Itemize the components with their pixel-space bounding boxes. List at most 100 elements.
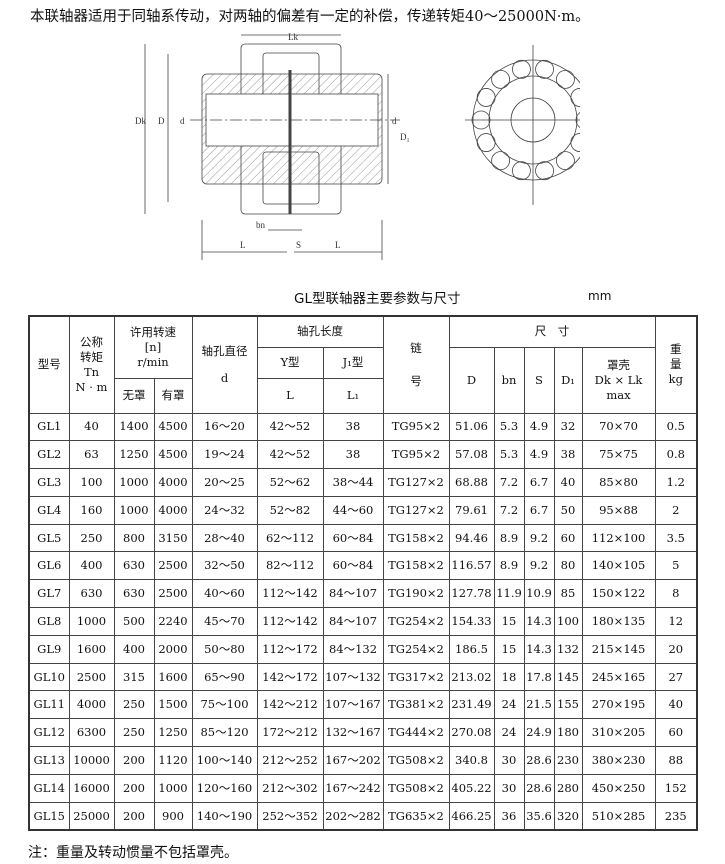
table-cell: 85 — [553, 579, 583, 609]
table-row: GL1 40 1400 4500 16～20 42～52 38 TG95×2 51.06 5.3 4… — [28, 412, 698, 442]
header-weight: 重量 kg — [654, 315, 698, 414]
header-chain: 链号 — [382, 315, 450, 414]
table-cell: 2500 — [153, 551, 193, 581]
table-cell: 120～160 — [191, 773, 258, 803]
table-cell: 20～25 — [191, 468, 258, 497]
table-cell: 16000 — [68, 773, 115, 803]
table-cell: 60 — [553, 523, 583, 553]
table-cell: 630 — [68, 579, 115, 609]
table-cell: 40 — [654, 690, 698, 720]
label-bn: bn — [256, 220, 266, 230]
table-cell: 0.5 — [654, 412, 698, 442]
table-cell: TG635×2 — [382, 801, 450, 831]
table-cell: 142～212 — [256, 690, 324, 720]
table-cell: 155 — [553, 690, 583, 720]
table-cell: 52～62 — [256, 468, 324, 497]
table-cell: 0.8 — [654, 440, 698, 470]
table-cell: 1250 — [113, 440, 155, 470]
table-cell: 6.7 — [523, 495, 555, 525]
table-cell: 310×205 — [581, 718, 656, 748]
header-cover: 罩壳 Dk × Lk max — [581, 346, 656, 414]
table-cell: 800 — [113, 523, 155, 553]
table-cell: 32～50 — [191, 551, 258, 581]
table-cell: 107～167 — [322, 690, 384, 720]
table-cell: TG508×2 — [382, 746, 450, 775]
table-cell: 60 — [654, 718, 698, 748]
table-cell: 60～84 — [322, 551, 384, 581]
coupling-drawing: Lk Dk D d d D₁ bn L S L — [135, 32, 580, 260]
table-cell: 270×195 — [581, 690, 656, 720]
chain-roller — [556, 69, 575, 89]
table-cell: GL5 — [28, 523, 70, 553]
table-cell: TG158×2 — [382, 551, 450, 581]
table-cell: 160 — [68, 495, 115, 525]
table-cell: 212～302 — [256, 773, 324, 803]
table-cell: 212～252 — [256, 746, 324, 775]
table-cell: GL7 — [28, 579, 70, 609]
table-cell: 1600 — [153, 662, 193, 692]
table-cell: 60～84 — [322, 523, 384, 553]
table-cell: TG508×2 — [382, 773, 450, 803]
table-cell: GL10 — [28, 662, 70, 692]
table-cell: 2500 — [68, 662, 115, 692]
table-cell: 85～120 — [191, 718, 258, 748]
table-cell: 5.3 — [493, 412, 525, 442]
table-cell: 75×75 — [581, 440, 656, 470]
table-cell: 8.9 — [493, 551, 525, 581]
table-cell: 380×230 — [581, 746, 656, 775]
table-cell: 2000 — [153, 634, 193, 664]
table-cell: 1.2 — [654, 468, 698, 497]
table-cell: 340.8 — [448, 746, 495, 775]
table-cell: 88 — [654, 746, 698, 775]
table-cell: 630 — [113, 551, 155, 581]
table-cell: 250 — [113, 718, 155, 748]
table-cell: 27 — [654, 662, 698, 692]
table-cell: 40 — [68, 412, 115, 442]
table-cell: 5.3 — [493, 440, 525, 470]
table-cell: 68.88 — [448, 468, 495, 497]
table-cell: 630 — [113, 579, 155, 609]
table-cell: 1000 — [153, 773, 193, 803]
chain-roller — [575, 112, 580, 128]
table-cell: 100 — [553, 607, 583, 636]
table-cell: 1000 — [113, 495, 155, 525]
table-cell: 51.06 — [448, 412, 495, 442]
table-row: GL6 400 630 2500 32～50 82～112 60～84 TG158×2 116.… — [28, 551, 698, 581]
table-cell: TG317×2 — [382, 662, 450, 692]
table-row: GL15 25000 200 900 140～190 252～352 202～282 TG63… — [28, 801, 698, 831]
table-cell: 84～132 — [322, 634, 384, 664]
table-cell: 2240 — [153, 607, 193, 636]
footnote: 注：重量及转动惯量不包括罩壳。 — [28, 845, 238, 861]
table-cell: GL15 — [28, 801, 70, 831]
table-cell: 6300 — [68, 718, 115, 748]
chain-roller — [476, 133, 496, 152]
table-cell: 200 — [113, 801, 155, 831]
table-cell: 250 — [68, 523, 115, 553]
table-cell: 62～112 — [256, 523, 324, 553]
table-cell: 1000 — [68, 607, 115, 636]
table-cell: GL14 — [28, 773, 70, 803]
table-cell: 500 — [113, 607, 155, 636]
table-cell: 24.9 — [523, 718, 555, 748]
table-cell: 6.7 — [523, 468, 555, 497]
table-cell: 28～40 — [191, 523, 258, 553]
table-cell: TG127×2 — [382, 468, 450, 497]
table-cell: 40 — [553, 468, 583, 497]
table-cell: 24 — [493, 690, 525, 720]
table-row: GL4 160 1000 4000 24～32 52～82 44～60 TG127×2 79.6… — [28, 495, 698, 525]
table-cell: 36 — [493, 801, 525, 831]
table-cell: 15 — [493, 607, 525, 636]
chain-roller — [570, 88, 580, 107]
header-D1: D₁ — [553, 346, 583, 414]
table-row: GL7 630 630 2500 40～60 112～142 84～107 TG190×2 12… — [28, 579, 698, 609]
header-bn: bn — [493, 346, 525, 414]
chain-roller — [491, 151, 510, 171]
table-cell: 40～60 — [191, 579, 258, 609]
table-cell: 75～100 — [191, 690, 258, 720]
table-cell: 4000 — [153, 468, 193, 497]
table-cell: GL9 — [28, 634, 70, 664]
header-no-cover: 无罩 — [113, 377, 155, 414]
table-cell: 84～107 — [322, 579, 384, 609]
table-cell: TG254×2 — [382, 607, 450, 636]
intro-text: 本联轴器适用于同轴系传动，对两轴的偏差有一定的补偿，传递转矩40～25000N·… — [30, 9, 590, 25]
